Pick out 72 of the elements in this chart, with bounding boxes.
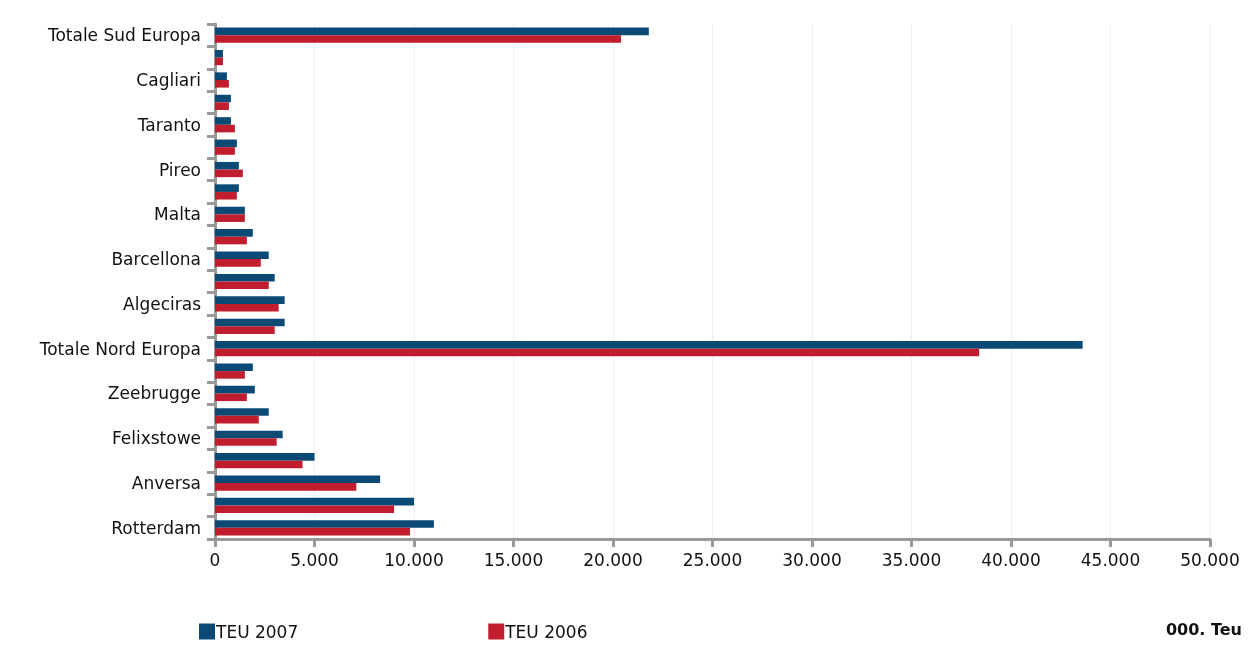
bar — [215, 229, 253, 237]
bar — [215, 483, 357, 491]
bar — [215, 191, 237, 200]
y-tick-label: Totale Nord Europa — [38, 338, 201, 359]
bar — [215, 453, 315, 461]
bar — [215, 79, 229, 88]
bar — [215, 169, 243, 178]
y-tick-label: Taranto — [136, 114, 201, 135]
x-tick-label: 25.000 — [682, 549, 743, 570]
bar — [215, 251, 269, 260]
bar — [215, 393, 247, 402]
bar — [215, 363, 253, 372]
bar — [215, 303, 279, 312]
bar — [215, 139, 237, 148]
bar — [215, 35, 621, 43]
bar — [215, 27, 649, 36]
y-tick-label: Barcellona — [111, 249, 201, 270]
bar — [215, 281, 269, 290]
bar — [215, 57, 223, 66]
y-tick-label: Felixstowe — [111, 428, 201, 449]
bar — [215, 94, 231, 103]
bar — [215, 259, 261, 267]
bar — [215, 505, 395, 514]
bar — [215, 438, 277, 446]
bar — [215, 72, 227, 80]
bar — [215, 124, 235, 133]
bar — [215, 527, 411, 536]
bar — [215, 273, 275, 282]
x-tick-label: 0 — [209, 549, 221, 570]
y-tick-label: Algeciras — [123, 293, 202, 314]
x-tick-label: 20.000 — [583, 549, 643, 570]
y-tick-label: Malta — [154, 204, 201, 225]
x-tick-label: 30.000 — [782, 549, 842, 570]
bar — [215, 236, 247, 245]
bar — [215, 371, 245, 379]
y-tick-label: Totale Sud Europa — [46, 25, 201, 46]
bar — [215, 206, 245, 215]
bar — [215, 49, 223, 58]
bar — [215, 117, 231, 125]
x-tick-label: 50.000 — [1180, 549, 1240, 570]
y-tick-label: Cagliari — [136, 69, 201, 90]
bar — [215, 184, 239, 192]
y-tick-label: Rotterdam — [111, 517, 201, 538]
bar — [215, 415, 259, 424]
bar — [215, 326, 275, 334]
legend-label: TEU 2006 — [504, 621, 588, 642]
bar — [215, 475, 381, 484]
bar — [215, 408, 269, 416]
x-tick-label: 5.000 — [290, 549, 339, 570]
bar — [215, 318, 285, 327]
x-tick-label: 45.000 — [1080, 549, 1141, 570]
bar — [215, 296, 285, 304]
y-tick-label: Anversa — [131, 473, 201, 494]
x-tick-label: 15.000 — [483, 549, 544, 570]
bar — [215, 161, 239, 170]
bar — [215, 102, 229, 110]
bar — [215, 214, 245, 222]
bar — [215, 385, 255, 394]
text: 000. Teu — [1165, 619, 1242, 639]
legend-label: TEU 2007 — [215, 621, 299, 642]
x-tick-label: 35.000 — [881, 549, 942, 570]
x-tick-label: 10.000 — [384, 549, 444, 570]
bar — [215, 520, 434, 528]
bar — [215, 348, 980, 357]
bar — [215, 460, 303, 469]
x-tick-label: 40.000 — [981, 549, 1041, 570]
bar — [215, 147, 235, 155]
bar — [215, 430, 283, 439]
y-tick-label: Zeebrugge — [107, 383, 201, 404]
bar — [215, 341, 1083, 349]
y-tick-label: Pireo — [158, 159, 201, 180]
bar — [215, 497, 414, 506]
